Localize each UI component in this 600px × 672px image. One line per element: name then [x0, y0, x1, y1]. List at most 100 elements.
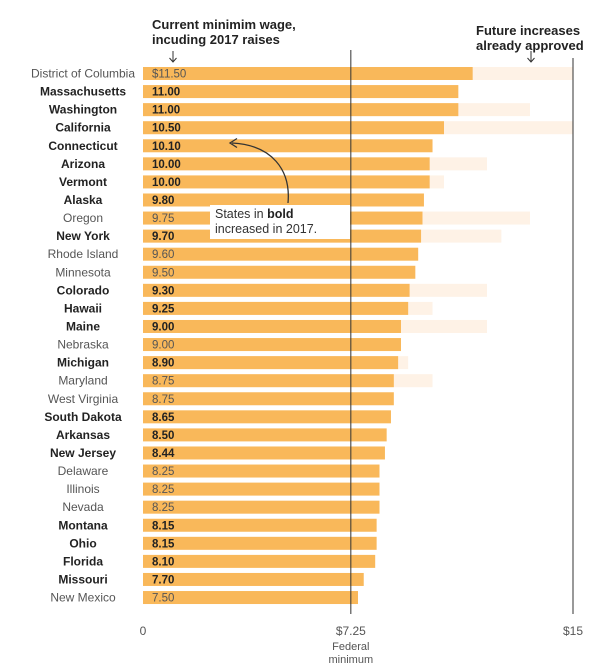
value-label-19: 8.65	[152, 412, 175, 424]
bar-29	[143, 591, 358, 605]
state-label-16: Michigan	[57, 356, 109, 370]
value-label-21: 8.44	[152, 448, 175, 460]
value-label-0: $11.50	[152, 69, 186, 81]
state-label-23: Illinois	[66, 482, 99, 496]
current-note-arrow	[169, 51, 177, 63]
value-label-10: 9.60	[152, 249, 174, 261]
state-label-2: Washington	[49, 103, 117, 117]
value-label-3: 10.50	[152, 123, 181, 135]
value-label-22: 8.25	[152, 466, 174, 478]
bar-2	[143, 103, 459, 117]
value-label-2: 11.00	[152, 105, 180, 117]
state-label-11: Minnesota	[55, 265, 111, 279]
value-label-1: 11.00	[152, 87, 180, 99]
state-label-12: Colorado	[57, 283, 110, 297]
value-label-7: 9.80	[152, 195, 174, 207]
value-label-27: 8.10	[152, 556, 174, 568]
state-label-4: Connecticut	[48, 139, 117, 153]
state-label-24: Nevada	[62, 500, 104, 514]
bar-24	[143, 500, 380, 514]
annotation-arrow	[231, 142, 289, 204]
current-wage-note-line1: Current minimim wage,	[152, 17, 296, 32]
annotation-bold: bold	[267, 207, 294, 221]
bar-17	[143, 374, 394, 388]
state-label-25: Montana	[58, 518, 108, 532]
state-label-21: New Jersey	[50, 446, 116, 460]
value-label-11: 9.50	[152, 267, 174, 279]
bar-16	[143, 356, 399, 370]
bar-23	[143, 482, 380, 496]
state-label-9: New York	[56, 229, 110, 243]
state-label-3: California	[55, 121, 111, 135]
x-tick-label-1: $7.25	[336, 624, 366, 638]
value-label-24: 8.25	[152, 502, 174, 514]
state-label-29: New Mexico	[50, 591, 116, 605]
state-label-15: Nebraska	[57, 338, 109, 352]
future-increase-note-line1: Future increases	[476, 23, 581, 38]
value-label-20: 8.50	[152, 430, 174, 442]
bar-13	[143, 301, 409, 315]
annotation-pre: States in	[215, 207, 268, 221]
bar-25	[143, 518, 377, 532]
value-label-26: 8.15	[152, 538, 175, 550]
value-label-8: 9.75	[152, 213, 174, 225]
value-label-18: 8.75	[152, 394, 174, 406]
future-increase-note: Future increases already approved	[476, 23, 584, 53]
bar-22	[143, 464, 380, 478]
state-label-18: West Virginia	[48, 392, 119, 406]
state-label-22: Delaware	[58, 464, 109, 478]
bold-states-annotation: States in bold increased in 2017.	[210, 205, 350, 239]
value-label-4: 10.10	[152, 141, 181, 153]
state-label-7: Alaska	[64, 193, 103, 207]
bar-15	[143, 338, 401, 352]
value-label-13: 9.25	[152, 303, 175, 315]
bar-19	[143, 410, 391, 424]
state-label-5: Arizona	[61, 157, 105, 171]
state-label-26: Ohio	[69, 536, 96, 550]
bar-0	[143, 67, 473, 80]
bar-21	[143, 446, 385, 460]
bar-7	[143, 193, 424, 207]
value-label-28: 7.70	[152, 574, 174, 586]
state-label-0: District of Columbia	[31, 67, 135, 81]
current-wage-note: Current minimim wage, incuding 2017 rais…	[152, 17, 296, 47]
value-label-5: 10.00	[152, 159, 181, 171]
value-label-9: 9.70	[152, 231, 174, 243]
bar-14	[143, 319, 401, 333]
state-label-10: Rhode Island	[48, 247, 119, 261]
value-label-29: 7.50	[152, 593, 174, 605]
value-label-15: 9.00	[152, 340, 174, 352]
annotation-post: increased in 2017.	[215, 222, 318, 236]
state-label-17: Maryland	[58, 374, 107, 388]
bar-12	[143, 283, 410, 297]
bar-20	[143, 428, 387, 442]
bar-3	[143, 121, 444, 135]
value-label-12: 9.30	[152, 285, 174, 297]
state-label-28: Missouri	[58, 572, 107, 586]
federal-minimum-label-1: minimum	[329, 654, 374, 666]
bar-5	[143, 157, 430, 171]
state-label-19: South Dakota	[44, 410, 122, 424]
value-label-16: 8.90	[152, 358, 174, 370]
value-label-14: 9.00	[152, 321, 174, 333]
state-label-6: Vermont	[59, 175, 107, 189]
bar-27	[143, 554, 376, 568]
current-wage-note-line2: incuding 2017 raises	[152, 32, 280, 47]
bar-10	[143, 247, 419, 261]
future-note-arrow	[527, 51, 535, 63]
future-increase-note-line2: already approved	[476, 38, 584, 53]
bar-4	[143, 139, 433, 153]
state-label-14: Maine	[66, 319, 100, 333]
state-label-20: Arkansas	[56, 428, 110, 442]
value-label-6: 10.00	[152, 177, 181, 189]
state-label-1: Massachusetts	[40, 85, 126, 99]
bar-11	[143, 265, 416, 279]
x-tick-label-0: 0	[140, 624, 147, 638]
annotation-arrowhead	[228, 137, 238, 149]
value-label-23: 8.25	[152, 484, 174, 496]
x-tick-label-2: $15	[563, 624, 583, 638]
value-label-25: 8.15	[152, 520, 175, 532]
value-label-17: 8.75	[152, 376, 174, 388]
state-label-27: Florida	[63, 554, 103, 568]
